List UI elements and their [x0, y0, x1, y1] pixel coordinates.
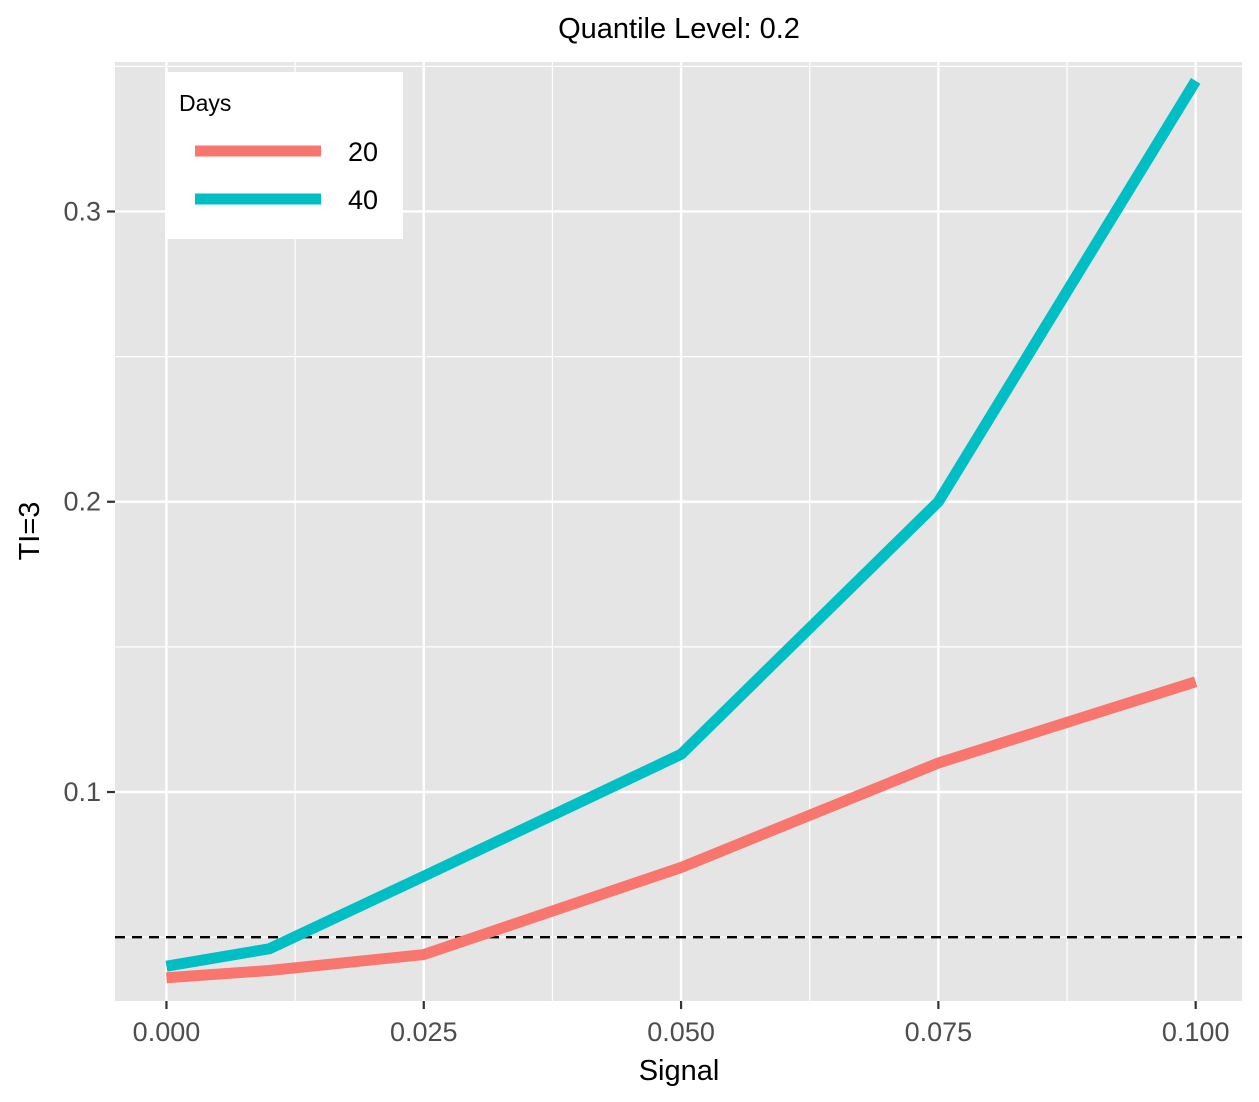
- series-line-40: [165, 78, 1201, 972]
- x-tick-label: 0.025: [390, 1017, 458, 1047]
- x-tick-label: 0.100: [1162, 1017, 1230, 1047]
- legend-title: Days: [179, 90, 231, 116]
- chart-title: Quantile Level: 0.2: [558, 13, 800, 45]
- x-tick-label: 0.050: [647, 1017, 715, 1047]
- y-tick-label: 0.2: [63, 487, 101, 517]
- y-tick-label: 0.1: [63, 777, 101, 807]
- legend-label-40: 40: [348, 185, 378, 215]
- y-tick-label: 0.3: [63, 196, 101, 226]
- legend-label-20: 20: [348, 137, 378, 167]
- x-axis-tick-labels: 0.000 0.025 0.050 0.075 0.100: [133, 1017, 1230, 1047]
- axis-ticks: [107, 210, 1197, 1009]
- x-axis-title: Signal: [639, 1055, 720, 1087]
- x-tick-label: 0.075: [905, 1017, 973, 1047]
- x-tick-label: 0.000: [133, 1017, 201, 1047]
- series-lines: [165, 78, 1201, 984]
- y-axis-title: TI=3: [14, 502, 46, 561]
- y-axis-tick-labels: 0.1 0.2 0.3: [63, 196, 101, 807]
- series-line-20: [166, 676, 1198, 984]
